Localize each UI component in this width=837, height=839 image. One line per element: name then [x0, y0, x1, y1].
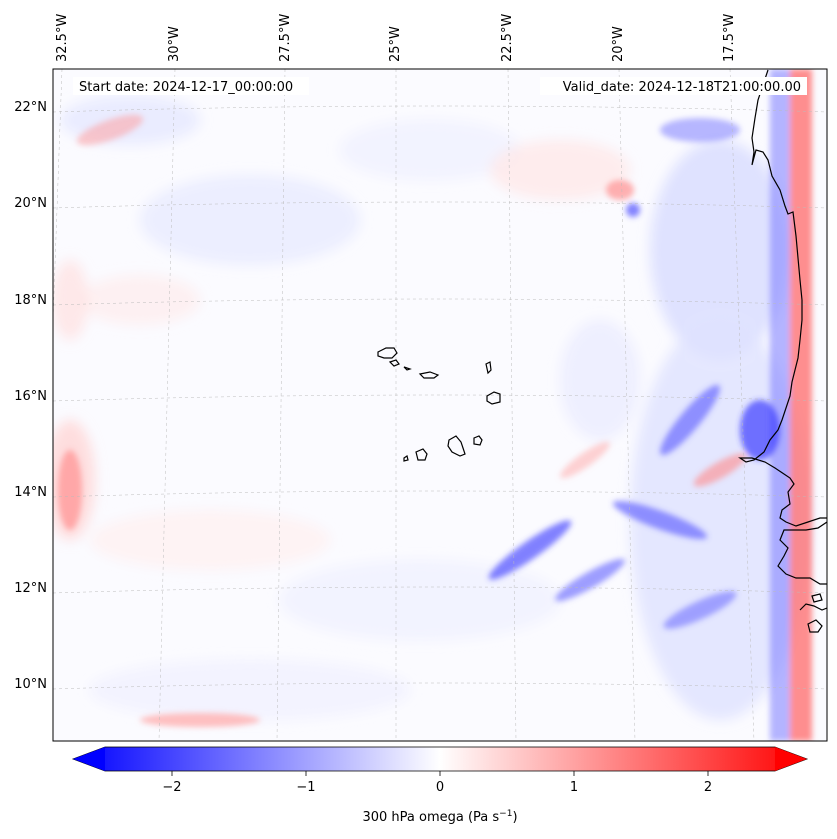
lon-label: 30°W [167, 26, 182, 62]
colorbar-extend-low [73, 747, 105, 771]
island-santa-luzia [403, 366, 412, 371]
lon-label: 20°W [611, 26, 626, 62]
cape-verde-islands [377, 347, 501, 462]
island-sal [485, 361, 492, 375]
island-brava [403, 455, 409, 462]
island-sao-nicolau [418, 371, 440, 379]
omega-strong-features [58, 69, 812, 741]
colorbar-tick-label: −1 [296, 780, 315, 795]
lat-label: 18°N [14, 293, 47, 308]
graticule-parallel [53, 394, 827, 402]
island-santo-antao [377, 347, 398, 359]
lat-label: 20°N [14, 196, 47, 211]
graticule-parallel [53, 490, 827, 498]
graticule-meridian [618, 69, 636, 741]
island-maio [473, 435, 483, 446]
lon-label: 17.5°W [722, 14, 737, 62]
start-date-box [73, 77, 309, 95]
lat-label: 22°N [14, 100, 47, 115]
guinea-bissau-coast [799, 603, 827, 611]
map-frame [52, 68, 828, 742]
colorbar-ticks: −2 −1 0 1 2 [162, 771, 712, 795]
graticule [53, 69, 827, 741]
bijagos-islands [807, 593, 823, 633]
graticule-meridian [507, 69, 517, 741]
africa-coastline [738, 69, 827, 527]
lat-label: 14°N [14, 485, 47, 500]
lon-label: 32.5°W [55, 14, 70, 62]
graticule-parallel [53, 586, 827, 594]
island-santiago [447, 435, 466, 457]
colorbar-tick-label: −2 [162, 780, 181, 795]
graticule-parallel [53, 298, 827, 306]
lon-label: 25°W [388, 26, 403, 62]
longitude-labels: 32.5°W 30°W 27.5°W 25°W 22.5°W 20°W 17.5… [55, 14, 737, 62]
map-panel: Start date: 2024-12-17_00:00:00 Valid_da… [52, 68, 828, 742]
graticule-meridian [158, 69, 176, 741]
omega-broad-shading [53, 95, 810, 720]
lat-label: 10°N [14, 677, 47, 692]
lon-label: 22.5°W [500, 14, 515, 62]
graticule-parallel [53, 201, 827, 209]
graticule-parallel [53, 682, 827, 690]
lat-label: 16°N [14, 389, 47, 404]
island-sao-vicente [388, 359, 400, 367]
coastlines [738, 69, 827, 633]
island-boa-vista [486, 391, 501, 405]
colorbar-extend-high [775, 747, 807, 771]
valid-date-box [540, 77, 807, 95]
lat-label: 12°N [14, 581, 47, 596]
latitude-labels: 22°N 20°N 18°N 16°N 14°N 12°N 10°N [14, 100, 47, 692]
colorbar-label: 300 hPa omega (Pa s−1) [362, 809, 517, 825]
colorbar-tick-label: 1 [570, 780, 578, 795]
colorbar: −2 −1 0 1 2 300 hPa omega (Pa s−1) [71, 746, 809, 825]
graticule-meridian [276, 69, 286, 741]
omega-field [53, 69, 812, 741]
valid-date-label: Valid_date: 2024-12-18T21:00:00.00 [563, 80, 801, 95]
graticule-meridian [729, 69, 755, 741]
start-date-label: Start date: 2024-12-17_00:00:00 [79, 80, 293, 95]
gambia-senegal-coast [777, 521, 827, 585]
lon-label: 27.5°W [278, 14, 293, 62]
colorbar-tick-label: 2 [704, 780, 712, 795]
colorbar-tick-label: 0 [436, 780, 444, 795]
colorbar-bar [71, 746, 809, 772]
island-fogo [415, 448, 428, 461]
graticule-parallel [53, 105, 827, 113]
